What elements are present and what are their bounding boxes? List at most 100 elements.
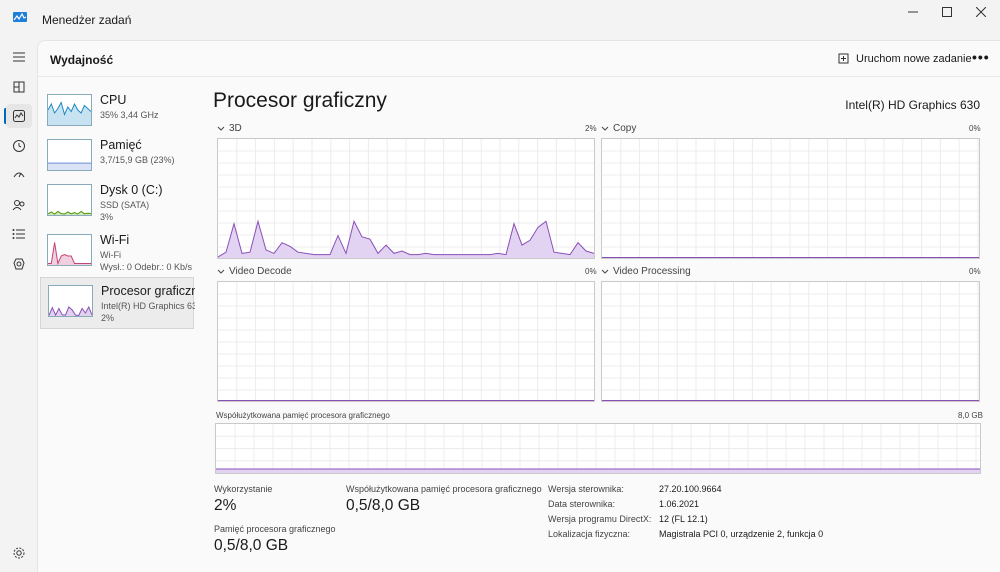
device-thumbnail	[48, 285, 93, 317]
device-thumbnail	[47, 139, 92, 171]
gpu-memory-label: Pamięć procesora graficznego	[214, 524, 336, 534]
page-title: Wydajność	[50, 53, 114, 67]
shared-memory-value: 0,5/8,0 GB	[346, 497, 421, 514]
graph-copy-percent: 0%	[969, 124, 981, 133]
device-thumbnail	[47, 184, 92, 216]
device-name: Dysk 0 (C:)	[100, 183, 163, 197]
physical-location-label: Lokalizacja fizyczna:	[548, 529, 631, 539]
mini-usage-area	[48, 102, 91, 125]
device-usage: 2%	[101, 313, 115, 323]
gpu-title: Procesor graficzny	[213, 89, 387, 112]
device-detail: 35% 3,44 GHz	[100, 110, 159, 120]
shared-memory-graph	[215, 423, 981, 474]
maximize-icon	[942, 7, 952, 17]
graph-copy-selector[interactable]: Copy	[601, 123, 636, 134]
startup-apps-icon	[13, 172, 25, 178]
device-detail: SSD (SATA)	[100, 200, 150, 210]
graph-3d-label: 3D	[229, 123, 242, 134]
mini-usage-area	[49, 307, 92, 316]
performance-icon	[13, 110, 25, 122]
mini-usage-line	[47, 101, 92, 116]
processes-icon	[13, 81, 25, 93]
graph-3d-percent: 2%	[585, 124, 597, 133]
users-icon	[12, 200, 25, 211]
app-history-nav-button[interactable]	[6, 134, 32, 158]
chevron-down-icon	[601, 269, 609, 274]
maximize-button[interactable]	[930, 0, 964, 24]
task-manager-app-icon	[13, 12, 27, 22]
graph-video-processing-label: Video Processing	[613, 266, 691, 277]
graph-video-decode-percent: 0%	[585, 267, 597, 276]
hamburger-menu-button[interactable]	[6, 45, 32, 69]
driver-version-label: Wersja sterownika:	[548, 484, 624, 494]
device-cpu[interactable]: CPU 35% 3,44 GHz	[40, 87, 194, 137]
app-history-icon	[13, 140, 25, 152]
run-new-task-label: Uruchom nowe zadanie	[856, 53, 972, 65]
performance-panel: Wydajność Uruchom nowe zadanie ••• CPU 3…	[37, 40, 1000, 572]
graph-video-processing-selector[interactable]: Video Processing	[601, 266, 691, 277]
physical-location-value: Magistrala PCI 0, urządzenie 2, funkcja …	[659, 529, 824, 539]
directx-version-label: Wersja programu DirectX:	[548, 514, 652, 524]
gpu-memory-value: 0,5/8,0 GB	[214, 537, 289, 554]
more-options-button[interactable]: •••	[972, 49, 990, 65]
new-task-icon	[838, 53, 849, 64]
minimize-icon	[908, 11, 918, 13]
directx-version-value: 12 (FL 12.1)	[659, 514, 708, 524]
shared-memory-graph-max: 8,0 GB	[958, 411, 983, 420]
device-name: Wi-Fi	[100, 233, 130, 247]
graph-copy-label: Copy	[613, 123, 637, 134]
mini-usage-line	[48, 242, 91, 266]
usage-area	[218, 221, 594, 258]
title-bar: Menedżer zadań	[0, 0, 1000, 40]
graph-3d	[217, 138, 595, 259]
device-thumbnail	[47, 234, 92, 266]
usage-area	[216, 469, 980, 473]
run-new-task-button[interactable]: Uruchom nowe zadanie	[838, 51, 972, 67]
device-gpu[interactable]: Procesor graficzny 0 Intel(R) HD Graphic…	[40, 277, 195, 329]
device-detail: Wi-Fi	[100, 250, 121, 260]
graph-copy	[601, 138, 980, 259]
graph-3d-selector[interactable]: 3D	[217, 123, 242, 134]
details-nav-button[interactable]	[6, 222, 32, 246]
mini-usage-area	[48, 242, 91, 265]
processes-nav-button[interactable]	[6, 75, 32, 99]
driver-version-value: 27.20.100.9664	[659, 484, 722, 494]
utilization-value: 2%	[214, 497, 237, 514]
page-header: Wydajność Uruchom nowe zadanie •••	[38, 41, 1000, 77]
device-name: Pamięć	[100, 138, 142, 152]
gear-icon	[13, 547, 25, 559]
minimize-button[interactable]	[896, 0, 930, 24]
graph-video-processing-percent: 0%	[969, 267, 981, 276]
device-detail: Intel(R) HD Graphics 630	[101, 301, 195, 311]
shared-memory-graph-label: Współużytkowana pamięć procesora graficz…	[216, 411, 390, 420]
driver-date-value: 1.06.2021	[659, 499, 700, 509]
graph-video-decode-selector[interactable]: Video Decode	[217, 266, 292, 277]
startup-apps-nav-button[interactable]	[6, 163, 32, 187]
driver-date-label: Data sterownika:	[548, 499, 616, 509]
device-memory[interactable]: Pamięć 3,7/15,9 GB (23%)	[40, 132, 194, 182]
users-nav-button[interactable]	[6, 193, 32, 217]
chevron-down-icon	[217, 269, 225, 274]
active-indicator	[4, 108, 7, 124]
device-usage: 3%	[100, 212, 114, 222]
graph-video-decode-label: Video Decode	[229, 266, 292, 277]
device-usage: Wysł.: 0 Odebr.: 0 Kb/s	[100, 262, 192, 272]
graph-video-decode	[217, 281, 595, 402]
utilization-label: Wykorzystanie	[214, 484, 273, 494]
device-name: Procesor graficzny 0	[101, 284, 195, 298]
settings-button[interactable]	[6, 541, 32, 565]
device-wifi[interactable]: Wi-Fi Wi-Fi Wysł.: 0 Odebr.: 0 Kb/s	[40, 227, 194, 277]
device-disk[interactable]: Dysk 0 (C:) SSD (SATA) 3%	[40, 177, 194, 227]
close-button[interactable]	[964, 0, 998, 24]
chevron-down-icon	[601, 126, 609, 131]
window-title: Menedżer zadań	[42, 13, 132, 27]
usage-line	[218, 219, 594, 258]
chevron-down-icon	[217, 126, 225, 131]
performance-nav-button[interactable]	[6, 104, 32, 128]
device-name: CPU	[100, 93, 127, 107]
mini-usage-area	[48, 163, 91, 170]
shared-memory-label: Współużytkowana pamięć procesora graficz…	[346, 484, 542, 494]
services-nav-button[interactable]	[6, 252, 32, 276]
services-icon	[13, 258, 25, 270]
gpu-model: Intel(R) HD Graphics 630	[845, 98, 980, 112]
